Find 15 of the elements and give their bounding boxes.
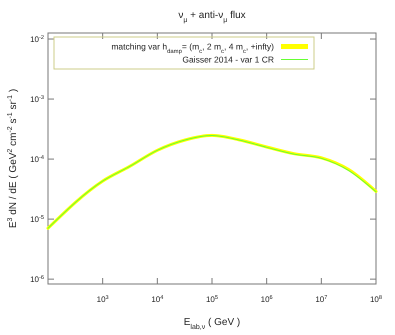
y-tick-label: 10$^{-6}$ [30, 274, 44, 284]
x-tick-label: 10$^{3}$ [96, 294, 109, 304]
chart-title: ν$_{μ}$ + anti-ν$_{μ}$ flux [178, 10, 246, 24]
x-tick-label: 10$^{8}$ [370, 294, 382, 304]
x-tick-label: 10$^{6}$ [260, 294, 273, 304]
y-tick-label: 10$^{-4}$ [30, 154, 44, 164]
text: matching var h$_{damp}$= (m$_{c}$, 2 m$_{c}$, 4 m$_{c}$, +infty) [111, 42, 274, 55]
x-tick-label: 10$^{4}$ [151, 294, 164, 304]
y-tick-label: 10$^{-3}$ [30, 94, 44, 104]
y-tick-label: 10$^{-2}$ [30, 34, 44, 44]
x-tick-label: 10$^{7}$ [315, 294, 328, 304]
y-tick-label: 10$^{-5}$ [30, 214, 44, 224]
legend-label: Gaisser 2014 - var 1 CR [182, 54, 274, 64]
x-tick-label: 10$^{5}$ [206, 294, 218, 304]
x-axis-title: E$_{lab,ν}$ ( GeV ) [184, 317, 240, 331]
